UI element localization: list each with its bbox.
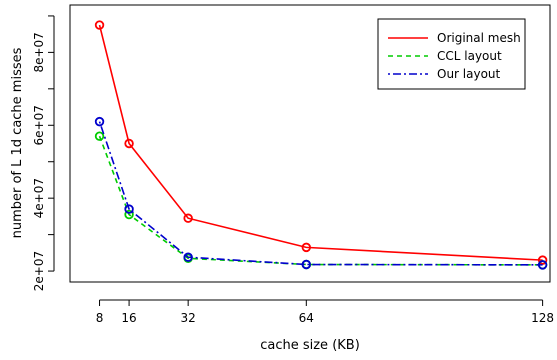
x-tick-label: 16 <box>121 311 136 325</box>
series-line <box>98 135 543 266</box>
legend-box <box>377 18 526 90</box>
legend-label: Original mesh <box>437 31 521 45</box>
plot-frame <box>69 4 551 283</box>
data-point <box>301 242 312 253</box>
data-point <box>183 252 193 262</box>
y-tick-label: 6e+07 <box>32 105 46 145</box>
y-tick-label: 8e+07 <box>32 32 46 72</box>
data-point <box>94 20 105 30</box>
data-point <box>124 138 134 149</box>
series-line <box>98 121 543 266</box>
series-layer <box>94 20 548 270</box>
y-tick-label: 2e+07 <box>32 251 46 291</box>
data-point <box>94 116 105 127</box>
y-tick-label: 4e+07 <box>32 178 46 218</box>
x-tick-label: 128 <box>531 311 554 325</box>
legend-label: Our layout <box>437 67 501 81</box>
y-axis-label: number of L 1d cache misses <box>10 47 25 238</box>
x-axis: 8 16 32 64 128 <box>96 299 554 325</box>
data-point <box>124 209 134 220</box>
legend-label: CCL layout <box>437 49 502 63</box>
data-point <box>537 260 548 270</box>
x-tick-label: 64 <box>299 311 314 325</box>
legend: Original mesh CCL layout Our layout <box>377 18 526 90</box>
data-point <box>301 259 312 270</box>
x-axis-label: cache size (KB) <box>260 338 360 353</box>
data-point <box>124 204 134 214</box>
data-point <box>94 131 105 141</box>
x-tick-label: 32 <box>181 311 196 325</box>
x-tick-label: 8 <box>96 311 104 325</box>
data-point <box>183 213 193 223</box>
series-line <box>98 24 543 261</box>
y-axis: 2e+07 4e+07 6e+07 8e+07 <box>32 15 55 291</box>
data-point <box>537 255 548 265</box>
